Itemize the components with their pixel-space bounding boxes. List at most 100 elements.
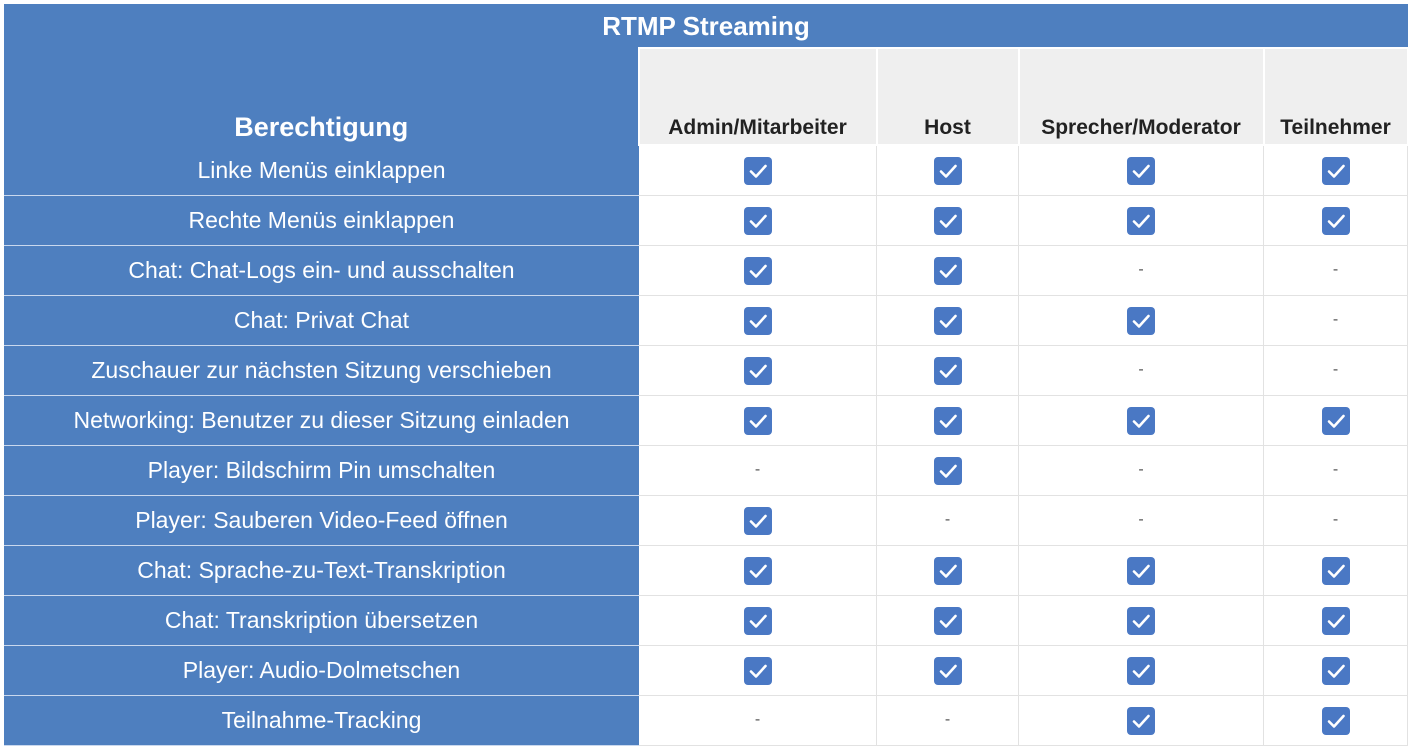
- permission-cell: [1262, 545, 1409, 596]
- checkbox-checked-icon: [933, 206, 962, 235]
- permission-cell: [638, 195, 877, 246]
- checkbox-checked-icon: [743, 206, 772, 235]
- permission-label: Rechte Menüs einklappen: [4, 195, 639, 246]
- permission-cell: [876, 645, 1019, 696]
- permission-cell: -: [638, 445, 877, 496]
- role-header-admin: Admin/Mitarbeiter: [637, 47, 878, 146]
- permission-cell: [876, 295, 1019, 346]
- permission-label: Chat: Privat Chat: [4, 295, 639, 346]
- role-header-host: Host: [875, 47, 1020, 146]
- permission-cell: [1262, 144, 1409, 196]
- permission-label: Player: Sauberen Video-Feed öffnen: [4, 495, 639, 546]
- header-row: Berechtigung Admin/Mitarbeiter Host Spre…: [4, 47, 1409, 146]
- checkbox-checked-icon: [933, 556, 962, 585]
- checkbox-checked-icon: [743, 306, 772, 335]
- permission-label: Networking: Benutzer zu dieser Sitzung e…: [4, 395, 639, 446]
- permission-cell: [638, 645, 877, 696]
- checkbox-checked-icon: [743, 656, 772, 685]
- not-permitted-dash: -: [754, 461, 761, 479]
- permission-label: Zuschauer zur nächsten Sitzung verschieb…: [4, 345, 639, 396]
- permission-cell: -: [1262, 445, 1409, 496]
- permission-cell: [1018, 645, 1264, 696]
- permission-cell: [1262, 195, 1409, 246]
- permission-cell: [638, 295, 877, 346]
- checkbox-checked-icon: [933, 656, 962, 685]
- permission-cell: -: [1018, 345, 1264, 396]
- not-permitted-dash: -: [1332, 511, 1339, 529]
- permission-cell: -: [876, 495, 1019, 546]
- checkbox-checked-icon: [1127, 656, 1155, 685]
- checkbox-checked-icon: [933, 306, 962, 335]
- permission-label: Player: Bildschirm Pin umschalten: [4, 445, 639, 496]
- permission-label: Chat: Transkription übersetzen: [4, 595, 639, 646]
- permission-cell: [876, 445, 1019, 496]
- checkbox-checked-icon: [1127, 306, 1155, 335]
- permission-cell: [1262, 645, 1409, 696]
- permission-cell: [1262, 595, 1409, 646]
- permission-label: Chat: Sprache-zu-Text-Transkription: [4, 545, 639, 596]
- checkbox-checked-icon: [743, 556, 772, 585]
- role-header-speaker: Sprecher/Moderator: [1017, 47, 1265, 146]
- table-row: Chat: Privat Chat -: [4, 295, 1409, 346]
- permission-cell: -: [638, 695, 877, 746]
- checkbox-checked-icon: [1127, 706, 1155, 735]
- checkbox-checked-icon: [1321, 156, 1350, 185]
- permission-cell: [638, 545, 877, 596]
- checkbox-checked-icon: [1127, 406, 1155, 435]
- not-permitted-dash: -: [1332, 461, 1339, 479]
- not-permitted-dash: -: [1138, 461, 1144, 479]
- table-row: Chat: Chat-Logs ein- und ausschalten - -: [4, 245, 1409, 296]
- permission-cell: [876, 545, 1019, 596]
- permission-cell: [1018, 695, 1264, 746]
- permission-cell: -: [876, 695, 1019, 746]
- checkbox-checked-icon: [933, 406, 962, 435]
- permission-cell: [1018, 195, 1264, 246]
- permission-cell: -: [1262, 495, 1409, 546]
- checkbox-checked-icon: [743, 156, 772, 185]
- checkbox-checked-icon: [1321, 206, 1350, 235]
- checkbox-checked-icon: [1321, 706, 1350, 735]
- permission-cell: [876, 345, 1019, 396]
- table-row: Chat: Transkription übersetzen: [4, 595, 1409, 646]
- checkbox-checked-icon: [1321, 406, 1350, 435]
- table-row: Networking: Benutzer zu dieser Sitzung e…: [4, 395, 1409, 446]
- checkbox-checked-icon: [1127, 606, 1155, 635]
- table-row: Player: Bildschirm Pin umschalten - - -: [4, 445, 1409, 496]
- checkbox-checked-icon: [743, 506, 772, 535]
- not-permitted-dash: -: [1138, 261, 1144, 279]
- permission-cell: [876, 144, 1019, 196]
- permission-cell: [638, 495, 877, 546]
- checkbox-checked-icon: [1127, 156, 1155, 185]
- checkbox-checked-icon: [933, 356, 962, 385]
- permission-cell: [638, 345, 877, 396]
- permission-cell: -: [1018, 245, 1264, 296]
- permission-cell: -: [1262, 295, 1409, 346]
- role-header-participant: Teilnehmer: [1262, 47, 1409, 146]
- not-permitted-dash: -: [944, 511, 951, 529]
- not-permitted-dash: -: [1332, 261, 1339, 279]
- checkbox-checked-icon: [933, 156, 962, 185]
- table-row: Zuschauer zur nächsten Sitzung verschieb…: [4, 345, 1409, 396]
- permission-cell: [876, 195, 1019, 246]
- table-title: RTMP Streaming: [3, 4, 1409, 49]
- table-row: Player: Sauberen Video-Feed öffnen - - -: [4, 495, 1409, 546]
- permission-cell: [1262, 395, 1409, 446]
- permission-cell: -: [1262, 345, 1409, 396]
- permission-label: Linke Menüs einklappen: [4, 144, 639, 196]
- title-row: RTMP Streaming: [3, 4, 1409, 49]
- permission-cell: [1262, 695, 1409, 746]
- permission-cell: [638, 245, 877, 296]
- permission-cell: -: [1018, 495, 1264, 546]
- table-row: Player: Audio-Dolmetschen: [4, 645, 1409, 696]
- permission-cell: -: [1262, 245, 1409, 296]
- permission-cell: [876, 595, 1019, 646]
- permission-cell: [638, 595, 877, 646]
- permission-cell: [638, 395, 877, 446]
- checkbox-checked-icon: [743, 406, 772, 435]
- permission-label: Player: Audio-Dolmetschen: [4, 645, 639, 696]
- permission-cell: [1018, 545, 1264, 596]
- table-row: Rechte Menüs einklappen: [4, 195, 1409, 246]
- checkbox-checked-icon: [1321, 606, 1350, 635]
- not-permitted-dash: -: [1332, 311, 1339, 329]
- not-permitted-dash: -: [754, 711, 761, 729]
